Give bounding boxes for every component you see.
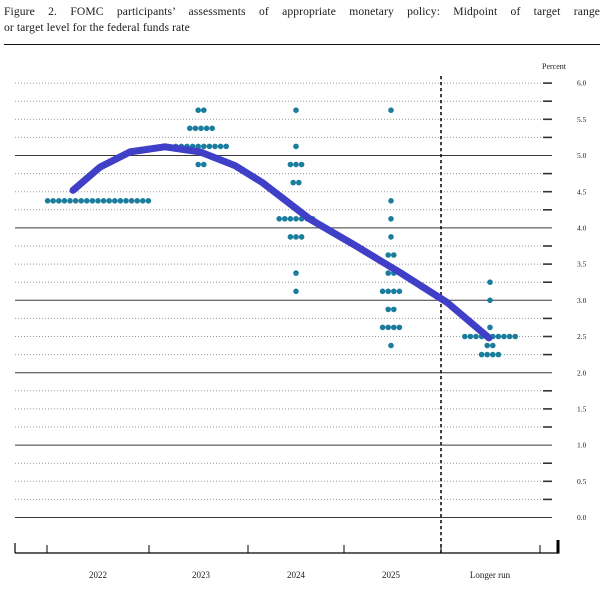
x-axis [14,540,560,554]
svg-text:2.5: 2.5 [577,332,587,341]
svg-text:2.0: 2.0 [577,368,587,377]
svg-text:5.0: 5.0 [577,151,587,160]
policy-rate-dots [44,107,518,358]
dots-column-2022 [44,198,152,204]
dots-column-2025 [379,107,403,349]
x-axis-labels: 2022 2023 2024 2025 Longer run [89,570,511,580]
svg-text:0.5: 0.5 [577,477,587,486]
figure-title-line1: Figure 2. FOMC participants’ assessments… [4,5,600,18]
figure-title-line2: or target level for the federal funds ra… [4,20,190,34]
svg-text:4.5: 4.5 [577,187,587,196]
svg-text:0.0: 0.0 [577,513,587,522]
gridlines [15,82,552,518]
policy-path-curve [69,143,493,342]
category-label-2023: 2023 [192,570,211,580]
category-label-2025: 2025 [382,570,401,580]
svg-text:1.5: 1.5 [577,405,587,414]
category-label-2024: 2024 [287,570,306,580]
svg-text:1.0: 1.0 [577,441,587,450]
title-rule [4,44,600,45]
category-label-longer-run: Longer run [470,570,511,580]
figure-title: Figure 2. FOMC participants’ assessments… [4,4,600,35]
svg-text:5.5: 5.5 [577,115,587,124]
svg-text:4.0: 4.0 [577,224,587,233]
svg-text:3.5: 3.5 [577,260,587,269]
svg-text:6.0: 6.0 [577,79,587,88]
y-axis-labels: 0.0 0.5 1.0 1.5 2.0 2.5 3.0 3.5 4.0 4.5 5.0 5.5 6.0 [577,79,587,522]
category-label-2022: 2022 [89,570,107,580]
percent-axis-title: Percent [542,62,567,71]
svg-text:3.0: 3.0 [577,296,587,305]
